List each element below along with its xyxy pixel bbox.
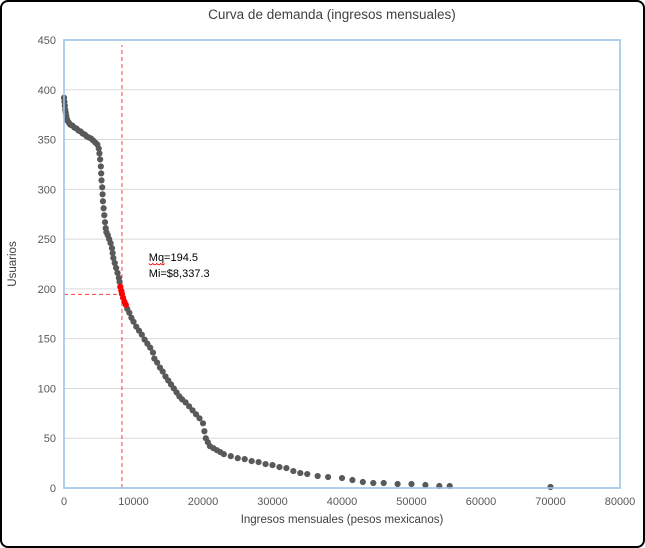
reference-lines-layer [64,44,123,488]
data-point-demanda [110,254,117,262]
data-point-demanda [114,269,121,277]
x-tick-label: 80000 [605,496,636,508]
data-point-demanda [297,469,304,477]
data-point-demanda [108,244,116,252]
plot-frame-layer [63,39,621,489]
data-point-demanda [196,415,203,422]
data-point-demanda [547,483,554,491]
data-point-demanda [338,474,346,482]
data-point-demanda [359,478,366,486]
data-point-demanda [234,455,241,462]
data-point-demanda [126,309,133,316]
data-point-demanda [99,198,107,205]
data-point-demanda [99,191,106,198]
data-point-demanda [97,156,104,163]
data-point-demanda [201,428,208,435]
data-point-demanda [199,420,207,427]
y-axis-label: Usuarios [7,241,19,287]
data-point-demanda [109,249,116,257]
data-point-demanda [182,399,189,406]
data-point-demanda [408,480,415,488]
grid-layer [64,39,620,489]
data-point-demanda [241,456,248,463]
annotation-text: Mi=$8,337.3 [149,268,210,280]
data-point-demanda [380,479,387,487]
data-point-demanda [154,359,161,366]
x-tick-label: 30000 [257,496,288,508]
data-point-demanda [186,403,193,410]
y-tick-label: 100 [38,383,56,395]
data-point-demanda [149,349,157,356]
y-tick-label: 50 [44,433,56,445]
data-point-demanda [283,464,290,472]
data-point-demanda [99,184,106,191]
data-point-demanda [101,219,109,226]
data-point-demanda [95,145,102,152]
x-tick-label: 0 [61,496,67,508]
y-tick-label: 200 [38,284,56,296]
data-point-demanda [159,368,166,375]
annotation-text: Mq=194.5 [149,252,198,264]
data-point-demanda [189,407,196,414]
x-axis-label: Ingresos mensuales (pesos mexicanos) [241,514,444,526]
chart-title: Curva de demanda (ingresos mensuales) [208,7,456,22]
x-tick-label: 50000 [396,496,427,508]
data-point-demanda [314,472,321,480]
data-point-demanda [304,470,311,478]
x-tick-label: 40000 [327,496,358,508]
data-point-demanda [269,462,276,469]
tick-labels-layer: 0 50 100 150 200 250 300 350 400 450 0 10000 20000 30… [38,35,636,508]
y-tick-label: 150 [38,334,56,346]
data-point-demanda [97,163,104,170]
data-point-demanda [227,453,234,460]
y-tick-label: 300 [38,184,56,196]
points-layer [60,94,554,491]
data-point-demanda [101,212,108,219]
x-tick-label: 10000 [118,496,149,508]
data-point-demanda [349,476,356,484]
plot-border [63,39,621,489]
y-tick-label: 350 [38,135,56,147]
data-point-demanda [130,318,137,325]
data-point-demanda [276,463,283,471]
data-point-demanda [248,458,255,465]
data-point-punto-mediana [122,301,129,308]
y-tick-label: 0 [50,483,56,495]
data-point-demanda [100,205,107,212]
data-point-demanda [192,411,200,418]
data-point-demanda [96,150,103,157]
x-tick-label: 60000 [466,496,497,508]
data-point-demanda [262,461,269,468]
y-tick-label: 400 [38,85,56,97]
data-point-demanda [98,170,105,177]
data-point-demanda [147,344,154,351]
x-tick-label: 70000 [535,496,566,508]
data-point-demanda [138,331,145,338]
data-point-demanda [116,278,123,286]
data-point-demanda [220,451,227,458]
data-point-demanda [255,459,262,466]
data-point-demanda [422,481,429,489]
data-point-demanda [325,473,332,481]
y-tick-label: 450 [38,35,56,47]
spellcheck-squiggle [148,262,166,266]
data-point-demanda [111,259,118,267]
y-tick-label: 250 [38,234,56,246]
annotations-layer: Mq=194.5 Mi=$8,337.3 [148,252,210,280]
x-tick-label: 20000 [188,496,219,508]
data-point-demanda [113,264,120,272]
data-point-demanda [107,239,114,247]
data-point-demanda [98,177,105,184]
data-point-demanda [290,467,297,475]
data-point-demanda [394,480,401,488]
data-point-demanda [370,479,377,487]
